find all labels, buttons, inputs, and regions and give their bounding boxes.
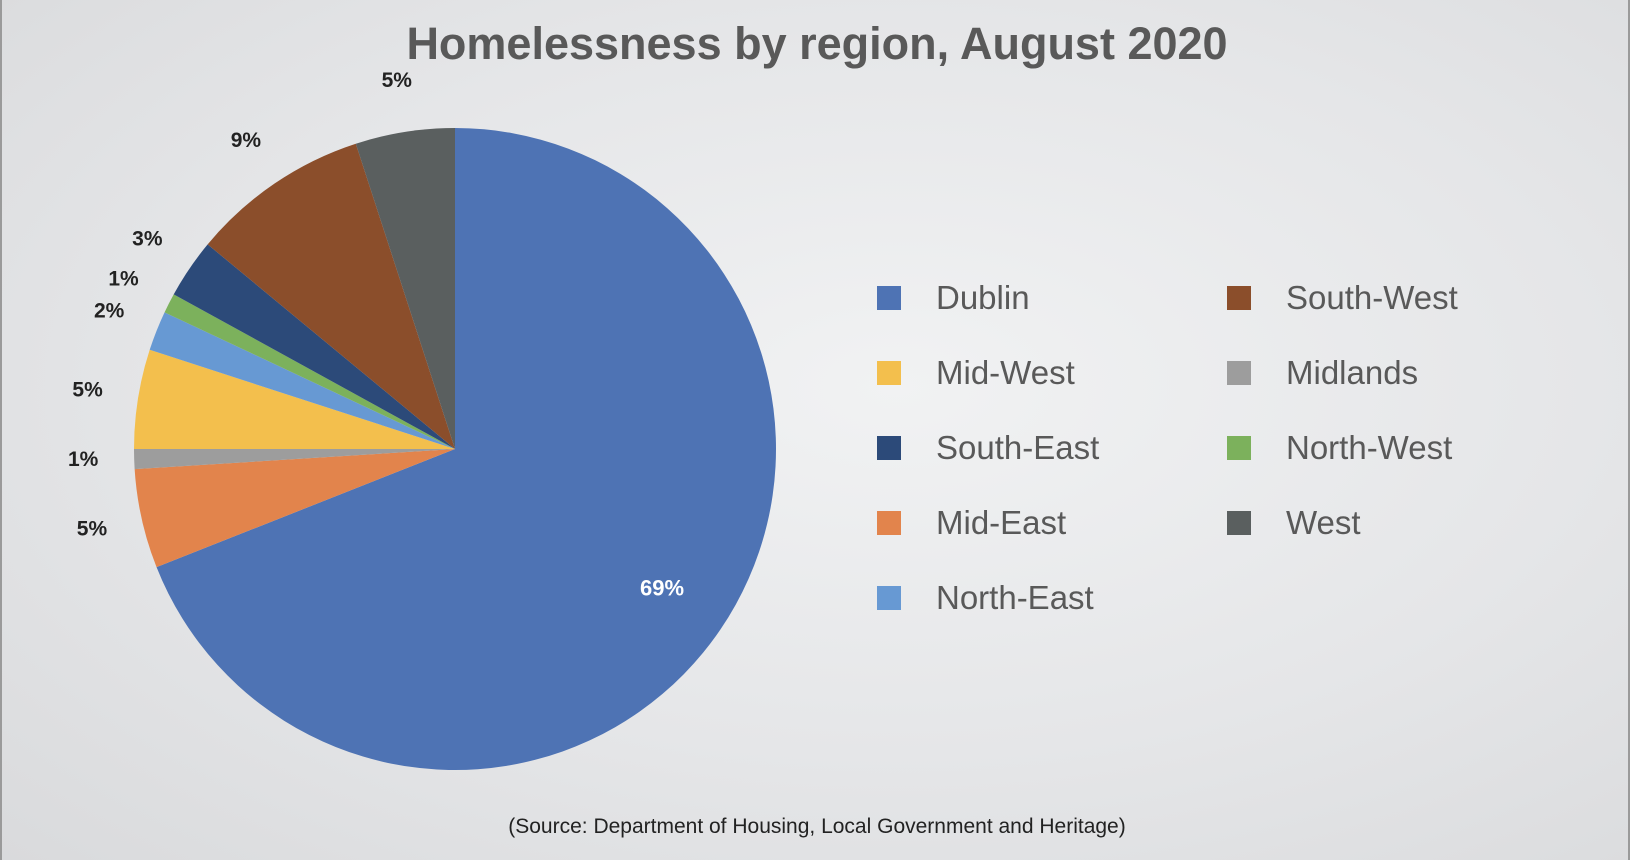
- source-note: (Source: Department of Housing, Local Go…: [508, 815, 1126, 838]
- legend-label: Midlands: [1286, 353, 1419, 391]
- legend-item-dublin: Dublin: [877, 260, 1227, 335]
- slice-label-south-west: 9%: [231, 129, 262, 152]
- legend-label: South-East: [936, 428, 1100, 466]
- pie-labels: 69% 5% 1% 5% 2% 1% 3% 9% 5%: [68, 69, 684, 600]
- pie-slice-north-east: [149, 312, 455, 449]
- pie-slices: [134, 128, 776, 770]
- legend-label: North-East: [936, 578, 1094, 616]
- pie-slice-dublin: [156, 128, 776, 770]
- legend-swatch: [877, 510, 901, 535]
- slice-label-mid-east: 5%: [77, 518, 108, 541]
- legend-label: Mid-West: [936, 353, 1075, 391]
- slice-label-south-east: 3%: [132, 227, 163, 250]
- legend-item-south-east: South-East: [877, 410, 1227, 485]
- legend-swatch: [877, 435, 901, 460]
- legend: Dublin Mid-West South-East Mid-East North-Ea…: [877, 260, 1557, 635]
- legend-label: South-West: [1286, 278, 1458, 316]
- pie-slice-mid-east: [134, 449, 455, 568]
- legend-item-north-east: North-East: [877, 560, 1227, 635]
- legend-swatch: [877, 360, 901, 385]
- chart-title: Homelessness by region, August 2020: [406, 18, 1228, 69]
- pie-slice-north-west: [164, 294, 455, 449]
- legend-item-south-west: South-West: [1227, 260, 1557, 335]
- slice-label-west: 5%: [382, 69, 413, 92]
- legend-label: Dublin: [936, 278, 1030, 316]
- slice-label-north-west: 1%: [108, 268, 139, 291]
- legend-item-mid-east: Mid-East: [877, 485, 1227, 560]
- pie-slice-mid-west: [134, 349, 455, 449]
- pie-slice-midlands: [134, 449, 455, 470]
- legend-item-mid-west: Mid-West: [877, 335, 1227, 410]
- pie-slice-south-west: [207, 143, 455, 449]
- legend-swatch: [877, 585, 901, 610]
- legend-swatch: [1227, 285, 1251, 310]
- legend-item-west: West: [1227, 485, 1557, 560]
- legend-swatch: [1227, 510, 1251, 535]
- legend-item-north-west: North-West: [1227, 410, 1557, 485]
- slice-label-north-east: 2%: [94, 300, 125, 323]
- slice-label-mid-west: 5%: [72, 378, 103, 401]
- legend-label: West: [1286, 503, 1361, 541]
- slice-label-midlands: 1%: [68, 448, 99, 471]
- legend-swatch: [877, 285, 901, 310]
- pie-slice-south-east: [173, 244, 455, 449]
- legend-item-midlands: Midlands: [1227, 335, 1557, 410]
- pie-slice-west: [355, 128, 455, 449]
- slice-label-dublin: 69%: [640, 576, 684, 601]
- legend-swatch: [1227, 360, 1251, 385]
- legend-label: Mid-East: [936, 503, 1067, 541]
- legend-swatch: [1227, 435, 1251, 460]
- legend-label: North-West: [1286, 428, 1453, 466]
